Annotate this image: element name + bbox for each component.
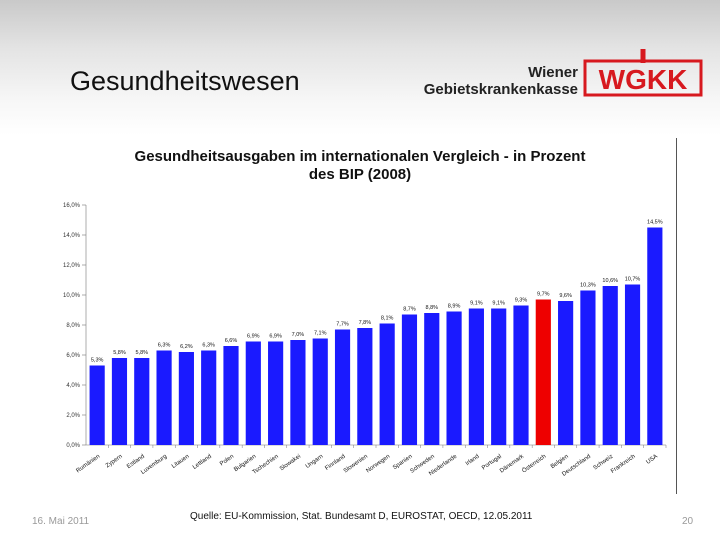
bar: [491, 308, 507, 445]
bar: [580, 290, 596, 445]
y-tick-label: 14,0%: [63, 233, 81, 239]
category-label: Ungarn: [305, 454, 325, 470]
data-label: 9,6%: [559, 293, 572, 299]
y-tick-label: 2,0%: [66, 413, 80, 419]
data-label: 7,8%: [359, 320, 372, 326]
category-label: Polen: [219, 454, 235, 468]
category-label: Slowakei: [279, 454, 302, 473]
chart-title-line-1: Gesundheitsausgaben im internationalen V…: [134, 148, 586, 165]
bar: [558, 301, 574, 445]
data-label: 14,5%: [647, 220, 663, 226]
y-tick-label: 8,0%: [66, 323, 80, 329]
bar: [178, 352, 194, 445]
bar: [290, 340, 306, 445]
bar: [334, 329, 351, 445]
logo-mark-text: WGKK: [599, 64, 688, 95]
category-label: Norwegen: [365, 454, 391, 475]
category-label: Österreich: [521, 453, 548, 475]
data-label: 8,8%: [425, 305, 438, 311]
category-label: Rumänien: [75, 454, 101, 475]
data-label: 6,2%: [180, 344, 193, 350]
data-label: 7,7%: [336, 322, 349, 328]
data-label: 6,9%: [269, 334, 282, 340]
data-label: 10,6%: [602, 278, 618, 284]
logo-line-2: Gebietskrankenkasse: [423, 81, 578, 98]
bar: [468, 308, 484, 445]
data-label: 5,8%: [135, 350, 148, 356]
data-label: 6,6%: [225, 338, 238, 344]
y-tick-label: 0,0%: [66, 443, 80, 449]
category-label: Slowenien: [343, 454, 369, 475]
data-label: 9,1%: [470, 301, 483, 307]
y-tick-label: 6,0%: [66, 353, 80, 359]
category-label: Belgien: [550, 454, 570, 470]
y-tick-label: 10,0%: [63, 293, 81, 299]
data-label: 6,3%: [202, 343, 215, 349]
y-tick-label: 12,0%: [63, 263, 81, 269]
bar: [268, 341, 284, 445]
data-label: 8,1%: [381, 316, 394, 322]
bar: [223, 346, 239, 445]
bar: [201, 350, 217, 445]
category-label: USA: [645, 454, 659, 466]
data-label: 9,3%: [515, 298, 528, 304]
bar: [602, 286, 618, 445]
bar: [424, 313, 440, 445]
wgkk-logo: WGKK: [583, 49, 703, 99]
y-tick-label: 4,0%: [66, 383, 80, 389]
category-label: Frankreich: [610, 454, 637, 475]
data-label: 8,7%: [403, 307, 416, 313]
logo-line-1: Wiener: [528, 64, 578, 81]
data-label: 5,8%: [113, 350, 126, 356]
data-label: 7,0%: [292, 332, 305, 338]
footer-date: 16. Mai 2011: [32, 516, 90, 527]
bar: [89, 365, 105, 445]
category-label: Zypern: [105, 454, 124, 470]
y-tick-label: 16,0%: [63, 203, 81, 209]
category-label: Irland: [465, 454, 481, 468]
bar: [401, 314, 418, 445]
category-label: Estland: [126, 454, 146, 470]
data-label: 10,3%: [580, 283, 596, 289]
data-label: 10,7%: [625, 277, 641, 283]
data-label: 7,1%: [314, 331, 327, 337]
bar: [156, 350, 172, 445]
header-background: [0, 0, 720, 135]
bar: [312, 338, 328, 445]
data-label: 6,3%: [158, 343, 171, 349]
logo-text: Wiener Gebietskrankenkasse: [424, 64, 578, 98]
data-label: 6,9%: [247, 334, 260, 340]
bar: [134, 358, 150, 445]
data-label: 9,7%: [537, 292, 550, 298]
chart-title: Gesundheitsausgaben im internationalen V…: [110, 148, 610, 184]
data-label: 8,9%: [448, 304, 461, 310]
bar: [647, 227, 663, 445]
category-label: Lettland: [192, 454, 213, 471]
slide-title: Gesundheitswesen: [70, 66, 300, 96]
chart-title-line-2: des BIP (2008): [308, 166, 412, 183]
right-divider-line: [676, 138, 677, 494]
wgkk-logo-mark: WGKK: [583, 49, 703, 97]
page-number: 20: [682, 516, 694, 527]
bar: [357, 328, 373, 445]
bar: [624, 284, 641, 445]
category-label: Litauen: [171, 454, 191, 470]
data-label: 5,3%: [91, 358, 104, 364]
bar: [446, 311, 462, 445]
data-label: 9,1%: [492, 301, 505, 307]
bar: [535, 299, 551, 445]
bar: [111, 358, 128, 445]
bar: [379, 323, 395, 445]
bar: [245, 341, 261, 445]
bar: [513, 305, 529, 445]
footer-source: Quelle: EU-Kommission, Stat. Bundesamt D…: [190, 511, 533, 522]
